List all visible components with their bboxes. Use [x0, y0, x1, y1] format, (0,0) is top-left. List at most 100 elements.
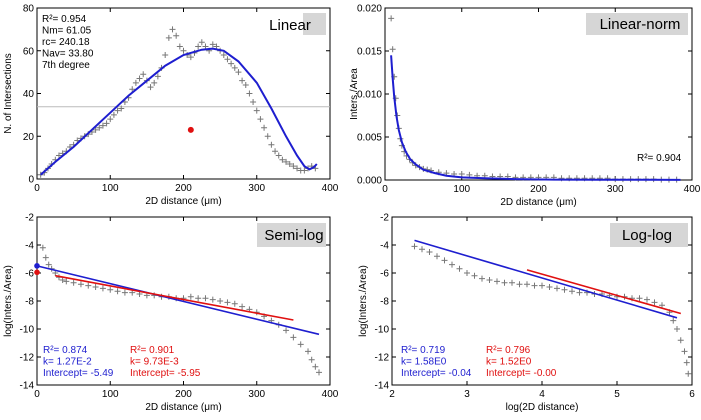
- fit-line-red: [526, 269, 682, 315]
- data-point: [195, 295, 202, 302]
- x-tick-label: 4: [539, 389, 545, 400]
- data-point: [388, 15, 395, 22]
- data-point: [576, 289, 583, 296]
- x-tick-label: 100: [453, 184, 470, 195]
- data-point: [312, 363, 319, 370]
- x-tick-label: 300: [248, 183, 265, 194]
- y-tick-label: 0.015: [357, 47, 382, 58]
- data-point: [434, 253, 440, 260]
- data-point: [426, 249, 433, 255]
- data-point: [136, 75, 143, 82]
- title-box: [586, 13, 688, 35]
- annotation-red: R²= 0.901: [130, 345, 175, 356]
- data-point: [202, 295, 209, 302]
- panel-title: Linear: [269, 17, 311, 34]
- data-point: [531, 282, 538, 289]
- x-tick-label: 200: [175, 389, 192, 400]
- data-point: [554, 285, 560, 292]
- data-point: [268, 141, 275, 148]
- data-point: [85, 282, 92, 289]
- x-tick-label: 400: [322, 183, 339, 194]
- fit-line-blue: [414, 239, 678, 319]
- data-point: [165, 34, 172, 41]
- x-tick-label: 5: [614, 389, 620, 400]
- data-point: [456, 265, 463, 272]
- data-point: [129, 86, 136, 93]
- data-point: [187, 293, 194, 300]
- y-axis-label: log(Inters./Area): [358, 265, 369, 337]
- data-point: [257, 116, 264, 123]
- data-point: [516, 281, 523, 288]
- data-point: [651, 299, 658, 306]
- annotation-red: k= 9.73E-3: [130, 357, 179, 368]
- y-tick-label: -6: [380, 269, 389, 280]
- y-tick-label: -10: [375, 325, 390, 336]
- data-point: [39, 244, 46, 251]
- y-tick-label: -4: [380, 241, 389, 252]
- y-axis-label: N. of Intersections: [3, 53, 14, 134]
- annotation-red: Intercept= -5.95: [130, 368, 201, 379]
- y-tick-label: 0.020: [357, 4, 382, 15]
- data-point: [670, 317, 677, 324]
- x-tick-label: 3: [464, 389, 470, 400]
- data-point: [283, 158, 290, 165]
- x-axis-label: 2D distance (μm): [145, 196, 221, 207]
- annotation-blue: Intercept= -0.04: [401, 368, 472, 379]
- data-point: [283, 327, 290, 334]
- data-point: [176, 43, 183, 50]
- fit-line-blue: [36, 265, 320, 336]
- data-point: [290, 334, 297, 341]
- y-tick-label: 80: [23, 4, 35, 15]
- data-point: [209, 296, 216, 303]
- data-point: [239, 303, 246, 310]
- data-point: [228, 60, 235, 67]
- data-point: [107, 286, 114, 293]
- data-point: [685, 370, 692, 377]
- y-axis-label: log(Inters./Area): [3, 265, 14, 337]
- panel-1: 0 100 200 300 400 0 20 40 60 80 2D distance (μm) N.…: [3, 4, 339, 208]
- x-tick-label: 6: [689, 389, 695, 400]
- data-point: [458, 170, 465, 177]
- data-point: [494, 278, 500, 285]
- data-point: [441, 257, 448, 264]
- x-axis-label: 2D distance (μm): [500, 197, 576, 208]
- data-point: [110, 111, 117, 118]
- data-point: [70, 279, 77, 286]
- data-point: [107, 116, 114, 123]
- x-axis-label: 2D distance (μm): [145, 402, 221, 413]
- data-point: [464, 270, 470, 276]
- data-point: [539, 282, 545, 289]
- data-point: [569, 288, 575, 295]
- data-point: [471, 272, 478, 279]
- annotation-line: R²= 0.904: [637, 153, 682, 164]
- data-point: [246, 90, 253, 97]
- data-point: [239, 77, 246, 84]
- x-tick-label: 300: [248, 389, 265, 400]
- data-point: [290, 163, 297, 170]
- x-axis-label: log(2D distance): [506, 402, 579, 413]
- data-point: [180, 47, 187, 54]
- y-tick-label: -10: [20, 325, 35, 336]
- data-point: [195, 43, 202, 50]
- data-point: [235, 69, 242, 76]
- data-point: [42, 254, 49, 261]
- annotation-line: Nav= 33.80: [42, 49, 94, 60]
- panel-3: 0 100 200 300 400 -14 -12 -10 -8 -6 -4 -2 2D distanc…: [3, 213, 339, 414]
- data-point: [187, 54, 194, 61]
- y-tick-label: 0.000: [357, 176, 382, 187]
- intercept-marker: [34, 263, 40, 269]
- y-tick-label: 0: [28, 175, 34, 186]
- title-box: [610, 223, 688, 247]
- x-tick-label: 200: [175, 183, 192, 194]
- annotation-red: k= 1.52E0: [486, 357, 532, 368]
- y-axis-label: Inters./Area: [349, 68, 360, 120]
- y-tick-label: -8: [380, 297, 389, 308]
- y-tick-label: -2: [25, 213, 34, 224]
- annotation-blue: k= 1.27E-2: [43, 357, 92, 368]
- panel-2: 0 100 200 300 400 0.000 0.005 0.010 0.015 0.020 2D…: [349, 4, 701, 209]
- y-tick-label: -2: [380, 213, 389, 224]
- title-box: [257, 223, 326, 247]
- annotation-line: Nm= 61.05: [42, 26, 92, 37]
- fit-line-red: [55, 274, 294, 321]
- x-tick-label: 300: [607, 184, 624, 195]
